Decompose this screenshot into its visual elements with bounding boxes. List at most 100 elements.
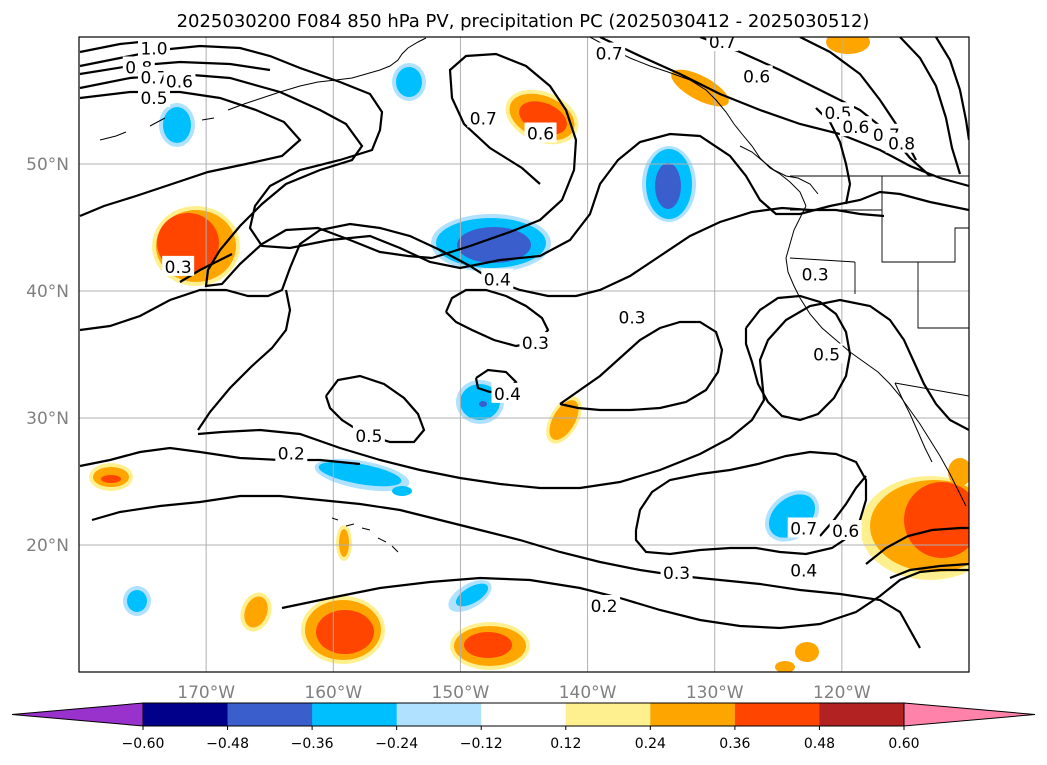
contour-labels: 1.00.80.70.60.50.70.60.70.70.60.50.60.70… <box>122 33 918 617</box>
contour-label: 0.6 <box>743 67 770 87</box>
precip-negative-blob <box>392 63 426 101</box>
precip-negative-blob <box>448 580 492 612</box>
colorbar: −0.60 −0.48 −0.36 −0.24 −0.12 0.12 0.24 0.36 0.4… <box>11 702 1036 752</box>
contour-label-bg <box>162 255 195 276</box>
map-area: 1.00.80.70.60.50.70.60.70.70.60.50.60.70… <box>78 33 970 673</box>
precip-positive-blob <box>826 37 870 54</box>
precip-positive-blob <box>860 458 969 580</box>
pv-contour <box>899 37 962 175</box>
contour-label: 0.2 <box>591 597 618 617</box>
pv-contour <box>79 60 271 76</box>
contour-label-bg <box>524 122 557 143</box>
contour-label: 0.6 <box>166 72 193 92</box>
pv-contour <box>79 44 969 270</box>
contour-label-bg <box>352 424 385 445</box>
colorbar-tick-label: 0.24 <box>635 736 666 752</box>
colorbar-tick-label: 0.12 <box>550 736 581 752</box>
map-frame <box>78 36 970 673</box>
pv-contour <box>889 562 969 580</box>
contour-label-bg <box>660 561 693 582</box>
contour-label-bg <box>885 132 918 153</box>
contour-label-bg <box>588 594 621 615</box>
pv-contour <box>281 568 969 630</box>
precip-negative-blob <box>159 103 195 147</box>
lon-tick-label: 120°W <box>813 683 871 703</box>
contour-label-bg <box>138 86 171 107</box>
border-us-mexico <box>894 382 969 397</box>
contour-label-bg <box>787 517 820 538</box>
coastline-alaska-gulf <box>589 37 807 207</box>
colorbar-frame <box>142 702 905 727</box>
precip-negative-blob <box>123 586 151 616</box>
contour-label-bg <box>467 107 500 128</box>
contour-label: 0.4 <box>494 385 521 405</box>
precip-positive-blob <box>240 592 272 632</box>
contour-label: 0.3 <box>619 309 646 329</box>
contour-label: 0.5 <box>140 89 167 109</box>
contour-label-bg <box>829 520 862 541</box>
contour-label-bg <box>593 42 626 63</box>
precip-positive-blob <box>450 622 530 670</box>
contour-label: 0.7 <box>596 45 623 65</box>
colorbar-segment <box>481 703 567 726</box>
precip-negative-blob <box>314 458 412 496</box>
coastline-aleutians <box>99 37 427 141</box>
contour-label: 0.7 <box>790 519 817 539</box>
pv-contour <box>197 298 969 490</box>
gridlines <box>79 37 969 672</box>
colorbar-extend-low <box>11 702 144 727</box>
coastline-hawaii-chain <box>331 517 399 553</box>
pv-contour <box>91 494 921 649</box>
colorbar-tick-label: 0.60 <box>888 736 919 752</box>
contour-label: 0.7 <box>470 109 497 129</box>
longitude-tick-labels: 170°W 160°W 150°W 140°W 130°W 120°W <box>177 683 871 703</box>
pv-contour <box>599 37 969 188</box>
pv-contour <box>699 37 931 177</box>
pv-contour <box>324 374 426 444</box>
contour-label: 0.3 <box>165 258 192 278</box>
contour-label: 0.7 <box>140 69 167 89</box>
contour-label-bg <box>616 306 649 327</box>
contour-label-bg <box>481 268 514 289</box>
colorbar-segment <box>734 703 820 726</box>
map-title: 2025030200 F084 850 hPa PV, precipitatio… <box>177 11 870 32</box>
lon-tick-label: 160°W <box>304 683 362 703</box>
pv-contour <box>819 475 867 537</box>
lon-tick-label: 150°W <box>432 683 490 703</box>
lon-tick-label: 140°W <box>559 683 617 703</box>
pv-contour <box>865 526 969 565</box>
lat-tick-label: 40°N <box>26 282 69 302</box>
contour-label: 0.6 <box>832 522 859 542</box>
political-borders <box>789 175 969 397</box>
precip-positive-blob <box>336 525 352 561</box>
contour-label: 1.0 <box>140 39 167 59</box>
contour-label: 0.2 <box>278 445 305 465</box>
contour-label: 0.3 <box>663 564 690 584</box>
contour-label-bg <box>706 37 739 52</box>
pv-contour <box>444 288 550 348</box>
contour-label: 0.3 <box>802 265 829 285</box>
latitude-tick-labels: 50°N 40°N 30°N 20°N <box>26 155 69 556</box>
pv-contour <box>197 289 292 431</box>
colorbar-tick-label: −0.60 <box>122 736 165 752</box>
colorbar-tick-label: 0.36 <box>719 736 750 752</box>
precip-positive-blob <box>775 642 819 672</box>
contour-label: 0.7 <box>709 33 736 53</box>
contour-label: 0.5 <box>355 427 382 447</box>
colorbar-extend-high <box>903 702 1036 727</box>
pv-contour <box>79 206 885 332</box>
contour-label: 0.6 <box>527 125 554 145</box>
pv-contour <box>634 450 868 556</box>
contour-label: 0.4 <box>484 271 511 291</box>
contour-label-bg <box>810 343 843 364</box>
contour-label-bg <box>138 66 171 87</box>
colorbar-segment <box>565 703 651 726</box>
precip-positive-blob <box>89 463 133 491</box>
coastline-baja <box>894 382 933 463</box>
lat-tick-label: 20°N <box>26 536 69 556</box>
contour-label-bg <box>138 37 171 58</box>
colorbar-tick-label: 0.48 <box>804 736 835 752</box>
colorbar-segment <box>227 703 313 726</box>
colorbar-tick-label: −0.48 <box>206 736 249 752</box>
